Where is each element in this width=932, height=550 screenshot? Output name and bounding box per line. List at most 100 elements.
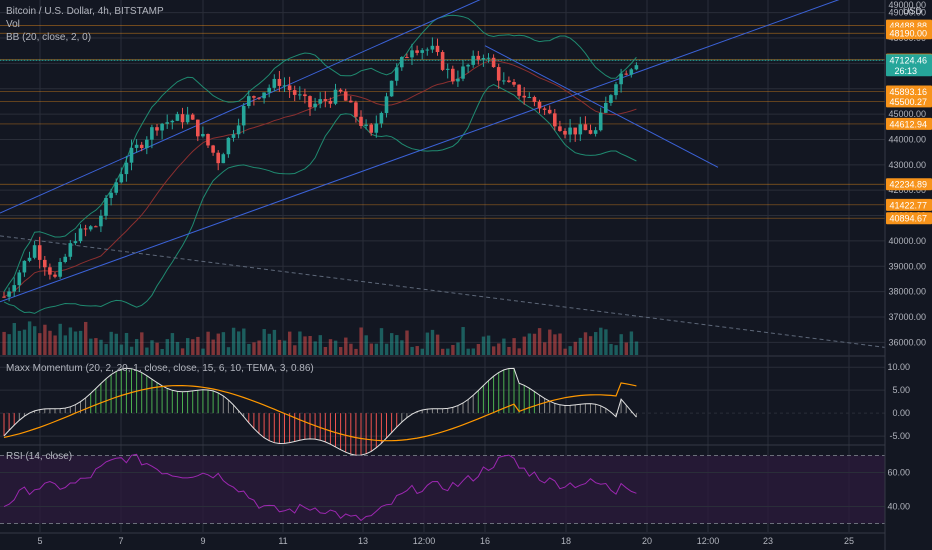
candle-body (303, 94, 307, 97)
price-label-tag (886, 54, 932, 77)
volume-bar (2, 331, 6, 355)
volume-bar (390, 333, 394, 355)
candle-body (343, 91, 348, 101)
volume-bar (364, 335, 368, 355)
volume-bar (84, 321, 88, 355)
vol-label[interactable]: Vol (6, 19, 20, 30)
price-tick-label: 36000.00 (888, 337, 926, 347)
volume-bar (517, 348, 521, 355)
volume-bar (99, 339, 103, 355)
candle-body (17, 272, 22, 286)
momentum-label[interactable]: Maxx Momentum (20, 2, 20, 1, close, clos… (6, 363, 314, 374)
volume-bar (22, 329, 27, 355)
candle-body (73, 241, 78, 244)
time-tick-label: 12:00 (413, 536, 436, 546)
volume-bar (196, 336, 200, 355)
candle-body (185, 114, 190, 123)
candle-body (384, 96, 389, 114)
volume-bar (537, 328, 542, 355)
volume-bar (471, 348, 475, 355)
volume-bar (527, 333, 532, 355)
candle-body (563, 130, 567, 135)
volume-bar (38, 333, 42, 355)
candle-body (22, 260, 27, 273)
volume-bar (231, 327, 236, 355)
volume-bar (461, 327, 465, 355)
candle-body (32, 245, 37, 258)
rsi-tick-label: 40.00 (887, 502, 910, 512)
candle-body (389, 80, 394, 97)
candle-body (394, 67, 399, 81)
candle-body (451, 68, 455, 82)
volume-bar (629, 331, 634, 355)
symbol-title[interactable]: Bitcoin / U.S. Dollar, 4h, BITSTAMP (6, 6, 164, 17)
volume-bar (563, 348, 567, 355)
candle-body (119, 174, 124, 183)
candle-body (252, 96, 256, 98)
volume-bar (145, 347, 149, 355)
rsi-pane[interactable] (0, 453, 932, 534)
volume-bar (257, 340, 261, 355)
candle-body (527, 97, 532, 99)
volume-bar (349, 343, 353, 355)
volume-bar (481, 336, 486, 355)
rsi-legend: RSI (14, close) (6, 450, 72, 463)
volume-bar (150, 340, 154, 355)
rsi-label[interactable]: RSI (14, close) (6, 451, 73, 462)
volume-bar (486, 335, 491, 355)
bb-label[interactable]: BB (20, close, 2, 0) (6, 32, 92, 43)
candle-body (624, 73, 628, 75)
candle-body (206, 134, 210, 146)
candle-body (486, 57, 491, 59)
candle-body (180, 114, 185, 123)
time-tick-label: 16 (480, 536, 490, 546)
price-pane[interactable] (0, 0, 886, 532)
volume-bar (425, 332, 430, 355)
volume-bar (599, 327, 603, 355)
time-tick-label: 5 (37, 536, 42, 546)
time-axis[interactable]: 5 7 9 11 13 12:00 16 18 20 12:00 23 25 (37, 536, 854, 546)
candle-body (267, 87, 271, 93)
candle-body (466, 64, 470, 67)
bollinger-lower-band (3, 84, 637, 314)
candle-body (410, 50, 414, 58)
candle-body (593, 130, 598, 134)
momentum-tick-label: -5.00 (889, 431, 910, 441)
time-tick-label: 11 (278, 536, 287, 546)
candle-body (374, 123, 379, 133)
volume-bar (405, 330, 409, 355)
candle-body (573, 127, 577, 135)
candle-body (532, 97, 537, 102)
price-tick-label: 40000.00 (888, 236, 926, 246)
candle-body (507, 80, 511, 83)
candle-body (226, 137, 231, 155)
candle-body (134, 144, 139, 148)
candle-body (27, 257, 32, 261)
volume-bar (512, 338, 516, 355)
candle-body (282, 85, 287, 87)
trendline-dashed (0, 235, 886, 348)
candle-body (2, 296, 6, 298)
volume-bar (104, 344, 108, 355)
candle-body (476, 55, 481, 60)
candle-body (196, 119, 200, 137)
volume-bar (410, 346, 414, 355)
volume-bar (135, 339, 139, 355)
candle-body (58, 261, 62, 277)
candle-body (287, 85, 292, 91)
momentum-tick-label: 10.00 (887, 362, 910, 372)
volume-bar (441, 348, 445, 355)
candle-body (277, 78, 282, 86)
candle-body (379, 113, 384, 124)
volume-bar (532, 333, 537, 355)
volume-bar (267, 333, 271, 355)
candle-body (99, 215, 103, 227)
momentum-pane[interactable] (0, 366, 885, 456)
time-tick-label: 9 (200, 536, 205, 546)
volume-bar (119, 344, 124, 355)
price-label-text: 45893.16 (889, 87, 927, 97)
volume-bar (588, 336, 593, 355)
volume-bar (609, 343, 613, 355)
price-axis[interactable]: 36000.00 37000.00 38000.00 39000.00 40000.00… (884, 0, 932, 550)
